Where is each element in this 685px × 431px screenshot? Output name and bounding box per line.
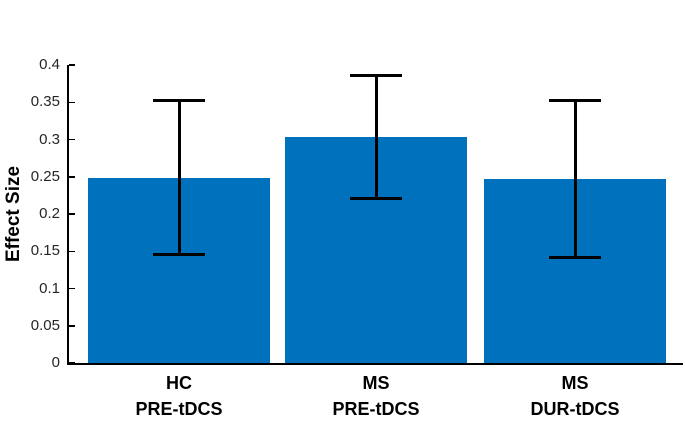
x-category-label: MS PRE-tDCS bbox=[332, 373, 420, 419]
error-bar-line bbox=[177, 100, 181, 255]
error-bar-upper-cap bbox=[350, 73, 402, 77]
y-tick-label: 0.1 bbox=[39, 279, 60, 297]
error-bar-line bbox=[374, 75, 378, 199]
y-tick-label: 0.35 bbox=[30, 93, 60, 111]
error-bar-upper-cap bbox=[549, 99, 601, 103]
y-tick-mark bbox=[69, 64, 75, 66]
y-tick-mark bbox=[69, 250, 75, 252]
y-tick-label: 0.3 bbox=[39, 130, 60, 148]
error-bar-line bbox=[573, 100, 577, 258]
y-tick-label: 0.25 bbox=[30, 167, 60, 185]
y-tick-mark bbox=[69, 325, 75, 327]
plot-area bbox=[67, 65, 683, 363]
y-tick-mark bbox=[69, 138, 75, 141]
error-bar-lower-cap bbox=[350, 196, 402, 200]
y-tick-label: 0 bbox=[51, 354, 60, 371]
y-axis-line bbox=[67, 64, 69, 365]
y-tick-label: 0.05 bbox=[30, 316, 60, 334]
y-tick-label: 0.4 bbox=[39, 56, 60, 73]
x-category-label: HC PRE-tDCS bbox=[135, 373, 223, 419]
y-tick-mark bbox=[69, 362, 75, 364]
x-category-label: MS DUR-tDCS bbox=[530, 373, 620, 419]
error-bar-upper-cap bbox=[153, 98, 205, 102]
error-bar-lower-cap bbox=[153, 253, 205, 257]
error-bar-lower-cap bbox=[549, 255, 601, 259]
y-tick-mark bbox=[69, 213, 75, 215]
x-axis-line bbox=[67, 363, 683, 365]
y-tick-mark bbox=[69, 176, 75, 178]
y-tick-mark bbox=[69, 101, 75, 103]
y-tick-label: 0.15 bbox=[30, 242, 60, 260]
y-tick-label: 0.2 bbox=[39, 205, 60, 222]
y-tick-mark bbox=[69, 287, 75, 290]
